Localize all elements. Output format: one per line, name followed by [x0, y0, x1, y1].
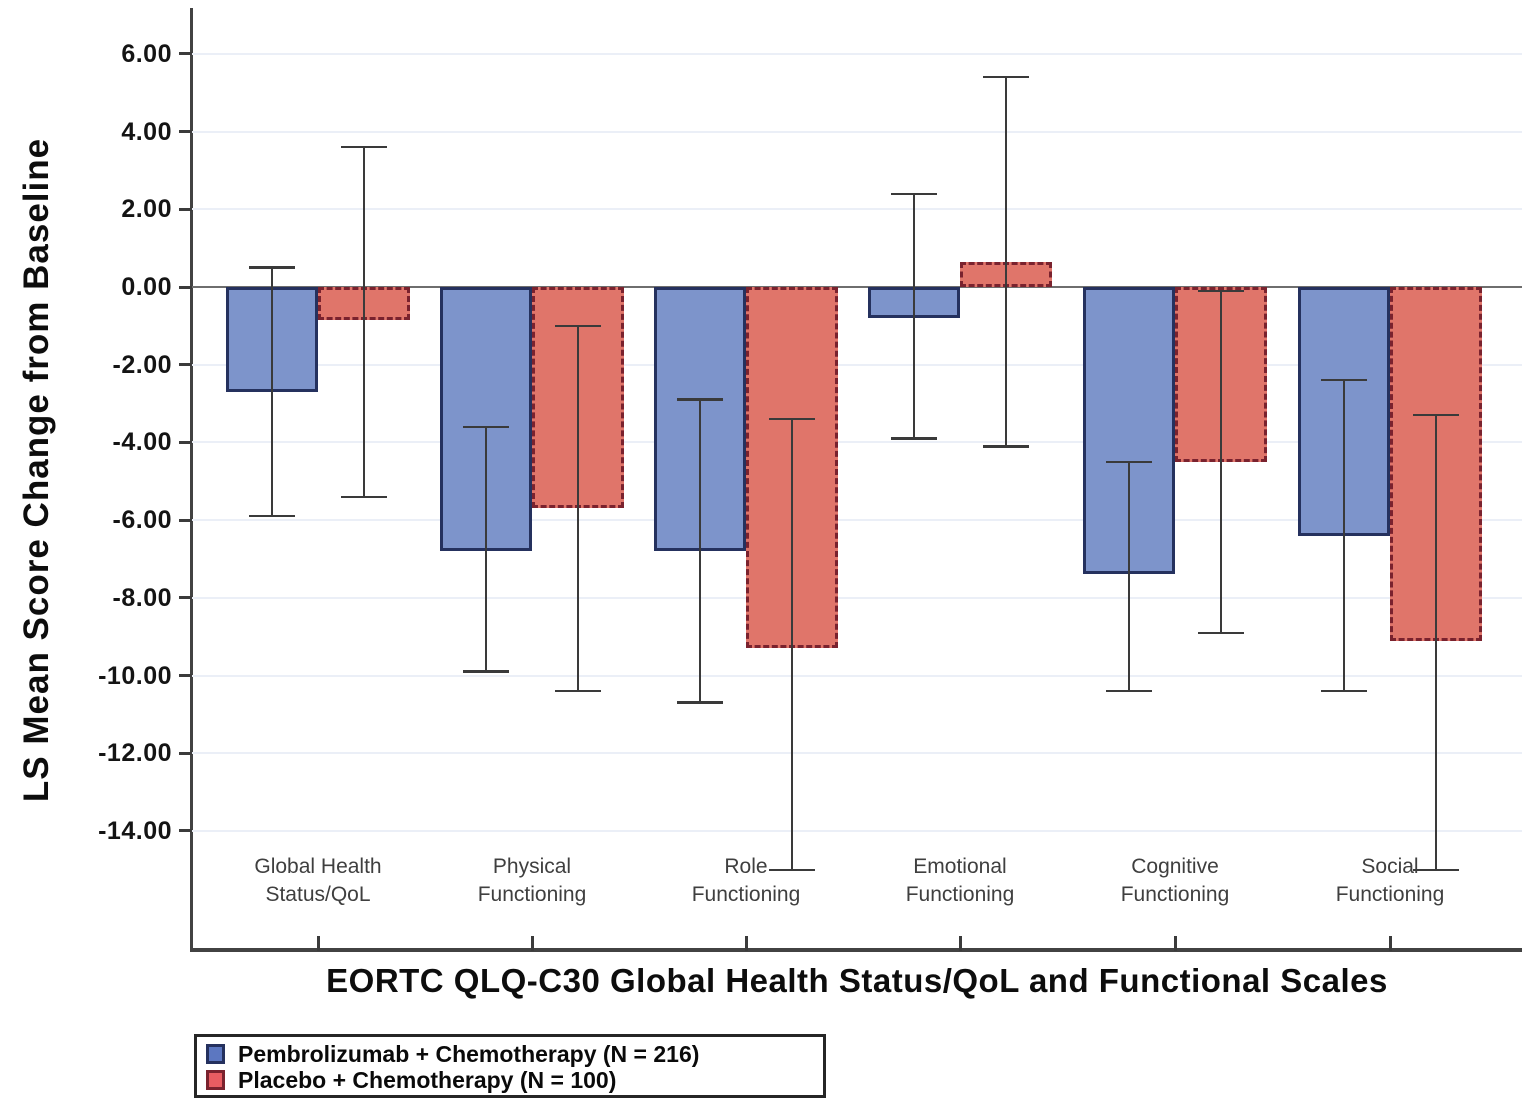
error-bar-line	[484, 426, 488, 672]
y-axis-tick	[179, 285, 192, 289]
legend-label-pembrolizumab: Pembrolizumab + Chemotherapy (N = 216)	[238, 1040, 700, 1067]
error-bar-cap-top	[1413, 413, 1459, 417]
error-bar-cap-bottom	[769, 868, 815, 871]
gridline	[192, 519, 1522, 522]
x-axis-tick	[744, 936, 748, 951]
gridline	[192, 363, 1522, 366]
y-tick-label: 6.00	[121, 39, 172, 68]
x-axis-tick	[958, 936, 962, 951]
error-bar-line	[1004, 77, 1008, 447]
y-axis-title: LS Mean Score Change from Baseline	[17, 137, 56, 803]
error-bar-line	[790, 419, 794, 870]
error-bar-cap-top	[555, 324, 601, 328]
category-label: Physical Functioning	[477, 855, 587, 906]
y-tick-label: -14.00	[98, 816, 172, 845]
error-bar-cap-bottom	[555, 689, 601, 693]
gridline	[192, 208, 1522, 211]
error-bar-line	[1342, 380, 1346, 692]
x-axis-tick	[1173, 936, 1177, 951]
legend-item-placebo-chemotherapy: Placebo + Chemotherapy (N = 100)	[206, 1067, 814, 1093]
bar-pembrolizumab	[440, 287, 532, 552]
error-bar-cap-top	[1321, 378, 1367, 382]
y-axis-tick	[179, 518, 192, 522]
y-axis-tick	[179, 829, 192, 833]
y-tick-label: -4.00	[112, 428, 172, 457]
gridline	[192, 674, 1522, 677]
legend: Pembrolizumab + Chemotherapy (N = 216) P…	[194, 1034, 826, 1098]
error-bar-cap-bottom	[1198, 631, 1244, 634]
gridline	[192, 829, 1522, 832]
y-tick-label: -2.00	[112, 350, 172, 379]
x-axis-line	[190, 948, 1522, 952]
error-bar-line	[1219, 290, 1223, 633]
error-bar-cap-top	[1198, 289, 1244, 293]
error-bar-line	[270, 267, 274, 517]
error-bar-cap-bottom	[1106, 689, 1152, 693]
y-axis-tick	[179, 207, 192, 211]
y-tick-label: 2.00	[121, 195, 172, 224]
y-axis-tick	[179, 130, 192, 134]
error-bar-cap-bottom	[983, 445, 1029, 448]
y-tick-label: -10.00	[98, 661, 172, 690]
error-bar-cap-bottom	[341, 495, 387, 499]
y-axis-tick	[179, 596, 192, 600]
legend-swatch-placebo	[206, 1070, 225, 1090]
y-axis-tick	[179, 751, 192, 755]
y-tick-label: -12.00	[98, 739, 172, 768]
gridline	[192, 130, 1522, 133]
y-tick-label: -6.00	[112, 506, 172, 535]
error-bar-cap-top	[463, 425, 509, 429]
category-label: Global Health Status/QoL	[254, 855, 382, 906]
error-bar-cap-bottom	[677, 701, 723, 704]
error-bar-cap-top	[341, 145, 387, 149]
y-axis-tick	[179, 363, 192, 367]
error-bar-line	[698, 399, 702, 703]
error-bar-cap-top	[249, 266, 295, 269]
error-bar-cap-top	[677, 398, 723, 401]
error-bar-cap-top	[983, 75, 1029, 79]
x-axis-tick	[530, 936, 534, 951]
error-bar-line	[1127, 461, 1131, 692]
error-bar-line	[912, 193, 916, 439]
x-axis-title: EORTC QLQ-C30 Global Health Status/QoL a…	[326, 962, 1388, 999]
gridline	[192, 596, 1522, 599]
y-tick-label: 0.00	[121, 273, 172, 301]
x-axis-tick	[1388, 936, 1392, 951]
error-bar-line	[1434, 415, 1438, 870]
error-bar-line	[576, 325, 580, 692]
error-bar-cap-bottom	[891, 437, 937, 440]
gridline	[192, 52, 1522, 55]
error-bar-cap-bottom	[463, 670, 509, 673]
category-label: Social Functioning	[1335, 855, 1445, 906]
y-axis-tick	[179, 52, 192, 56]
legend-label-placebo: Placebo + Chemotherapy (N = 100)	[238, 1066, 617, 1093]
x-axis-tick	[316, 936, 320, 951]
y-axis-line	[190, 8, 193, 952]
error-bar-line	[362, 147, 366, 497]
error-bar-cap-top	[769, 417, 815, 421]
category-label: Cognitive Functioning	[1120, 855, 1230, 906]
legend-item-pembrolizumab-chemotherapy: Pembrolizumab + Chemotherapy (N = 216)	[206, 1041, 814, 1067]
legend-swatch-pembrolizumab	[206, 1044, 225, 1064]
category-label: Role Functioning	[691, 855, 801, 906]
error-bar-cap-bottom	[1321, 689, 1367, 693]
zero-line	[192, 285, 1522, 289]
y-axis-tick	[179, 440, 192, 444]
y-axis-tick	[179, 674, 192, 677]
gridline	[192, 441, 1522, 444]
error-bar-cap-bottom	[249, 514, 295, 518]
error-bar-cap-top	[1106, 460, 1152, 464]
gridline	[192, 752, 1522, 755]
error-bar-cap-top	[891, 192, 937, 195]
error-bar-cap-bottom	[1413, 868, 1459, 871]
category-label: Emotional Functioning	[905, 855, 1015, 906]
y-tick-label: 4.00	[121, 117, 172, 146]
y-tick-label: -8.00	[112, 583, 172, 612]
